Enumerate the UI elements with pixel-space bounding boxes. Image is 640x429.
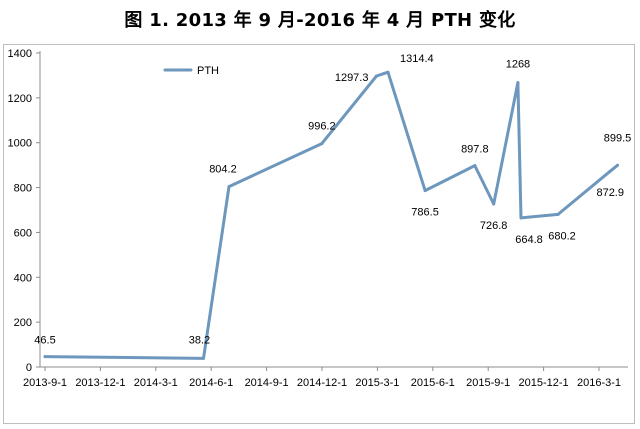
data-point — [320, 142, 324, 146]
data-point — [608, 169, 612, 173]
x-tick-label: 2013-9-1 — [23, 377, 67, 389]
data-point — [43, 355, 47, 359]
data-point — [227, 185, 231, 189]
legend-label-pth: PTH — [197, 65, 219, 77]
x-tick-label: 2013-12-1 — [75, 377, 125, 389]
data-point — [473, 164, 477, 168]
data-label: 897.8 — [461, 144, 489, 156]
data-label: 804.2 — [209, 164, 237, 176]
data-point — [616, 163, 620, 167]
x-tick-label: 2016-3-1 — [577, 377, 621, 389]
data-label: 46.5 — [34, 335, 55, 347]
data-point — [201, 356, 205, 360]
x-tick-label: 2015-12-1 — [519, 377, 569, 389]
x-tick-label: 2014-6-1 — [189, 377, 233, 389]
y-tick-label: 1400 — [8, 48, 32, 60]
y-tick-label: 1000 — [8, 138, 32, 150]
x-tick-label: 2015-9-1 — [466, 377, 510, 389]
data-point — [423, 189, 427, 193]
data-label: 726.8 — [480, 220, 508, 232]
data-label: 680.2 — [548, 230, 576, 242]
data-point — [492, 202, 496, 206]
y-tick-label: 400 — [14, 272, 32, 284]
data-label: 1268 — [506, 59, 530, 71]
data-point — [374, 74, 378, 78]
x-tick-label: 2014-9-1 — [245, 377, 289, 389]
data-label: 664.8 — [515, 234, 543, 246]
x-tick-label: 2015-3-1 — [355, 377, 399, 389]
y-tick-label: 600 — [14, 227, 32, 239]
data-point — [519, 216, 523, 220]
y-tick-label: 1200 — [8, 93, 32, 105]
y-tick-label: 800 — [14, 183, 32, 195]
chart-frame — [3, 44, 635, 424]
x-tick-label: 2014-3-1 — [134, 377, 178, 389]
x-tick-label: 2014-12-1 — [297, 377, 347, 389]
data-label: 1297.3 — [335, 72, 369, 84]
data-point — [556, 212, 560, 216]
series-line-pth — [43, 70, 619, 360]
chart-title: 图 1. 2013 年 9 月-2016 年 4 月 PTH 变化 — [124, 10, 516, 31]
data-label: 38.2 — [189, 334, 210, 346]
data-label: 899.5 — [604, 132, 632, 144]
data-label: 1314.4 — [400, 53, 434, 65]
data-point — [516, 81, 520, 85]
data-label: 872.9 — [596, 187, 624, 199]
data-point — [386, 70, 390, 74]
data-label: 786.5 — [411, 207, 439, 219]
x-tick-label: 2015-6-1 — [411, 377, 455, 389]
y-tick-label: 0 — [26, 362, 32, 374]
y-tick-label: 200 — [14, 317, 32, 329]
data-label: 996.2 — [308, 121, 336, 133]
